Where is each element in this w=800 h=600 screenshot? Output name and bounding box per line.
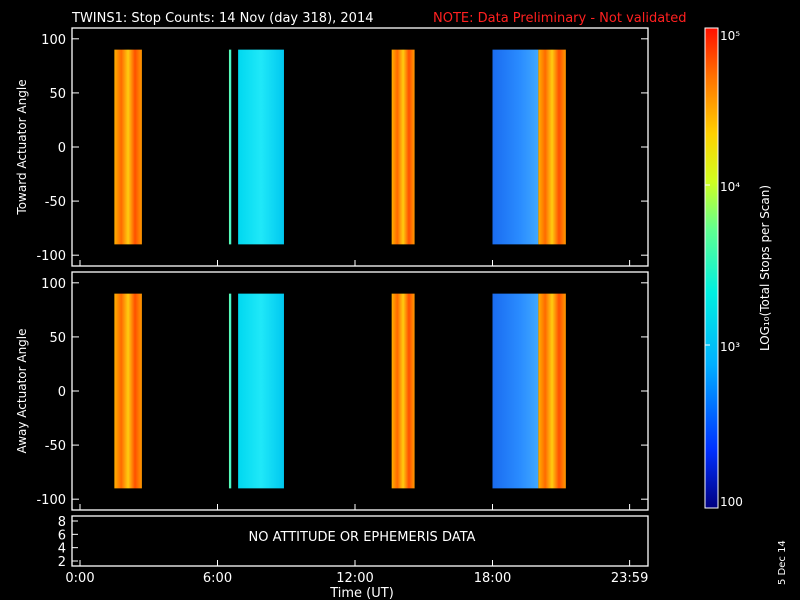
y-tick-label: 0 xyxy=(58,141,66,156)
y-tick-label: -50 xyxy=(45,439,66,454)
heatmap-block xyxy=(238,293,284,489)
y-tick-label: 100 xyxy=(41,277,66,292)
colorbar-tick-100: 100 xyxy=(720,495,743,509)
colorbar-tick-1e3: 10³ xyxy=(720,340,740,354)
x-tick-label: 6:00 xyxy=(203,571,232,586)
y-tick-label: 6 xyxy=(58,528,66,543)
heatmap-block xyxy=(238,49,284,245)
x-tick-label: 12:00 xyxy=(336,571,373,586)
y-axis-label-away: Away Actuator Angle xyxy=(15,328,29,453)
x-tick-label: 23:59 xyxy=(611,571,648,586)
colorbar xyxy=(704,27,719,509)
heatmap-block xyxy=(538,293,566,489)
x-tick-label: 18:00 xyxy=(474,571,511,586)
y-tick-label: 4 xyxy=(58,542,66,557)
heatmap-block xyxy=(228,293,232,489)
y-tick-label: -50 xyxy=(45,195,66,210)
panel-ephemeris xyxy=(71,515,649,567)
y-tick-label: 2 xyxy=(58,555,66,570)
data-note: NOTE: Data Preliminary - Not validated xyxy=(433,11,687,26)
heatmap-block xyxy=(114,293,142,489)
y-tick-label: -100 xyxy=(36,493,66,508)
y-axis-label-toward: Toward Actuator Angle xyxy=(15,79,29,215)
heatmap-block xyxy=(391,293,415,489)
heatmap-block xyxy=(114,49,142,245)
heatmap-block xyxy=(391,49,415,245)
y-tick-label: -100 xyxy=(36,249,66,264)
y-tick-label: 0 xyxy=(58,385,66,400)
date-stamp: 5 Dec 14 xyxy=(777,540,788,585)
ephemeris-message: NO ATTITUDE OR EPHEMERIS DATA xyxy=(249,530,476,545)
heatmap-block xyxy=(492,49,539,245)
x-axis-label: Time (UT) xyxy=(329,586,394,600)
y-tick-label: 8 xyxy=(58,515,66,530)
x-tick-label: 0:00 xyxy=(65,571,94,586)
y-tick-label: 50 xyxy=(49,87,66,102)
colorbar-label: LOG₁₀(Total Stops per Scan) xyxy=(758,185,772,351)
heatmap-block xyxy=(538,49,566,245)
y-tick-label: 100 xyxy=(41,33,66,48)
y-tick-label: 50 xyxy=(49,331,66,346)
colorbar-tick-1e4: 10⁴ xyxy=(720,180,740,194)
heatmap-block xyxy=(228,49,232,245)
chart-title: TWINS1: Stop Counts: 14 Nov (day 318), 2… xyxy=(71,11,374,26)
colorbar-tick-1e5: 10⁵ xyxy=(720,29,740,43)
heatmap-block xyxy=(492,293,539,489)
